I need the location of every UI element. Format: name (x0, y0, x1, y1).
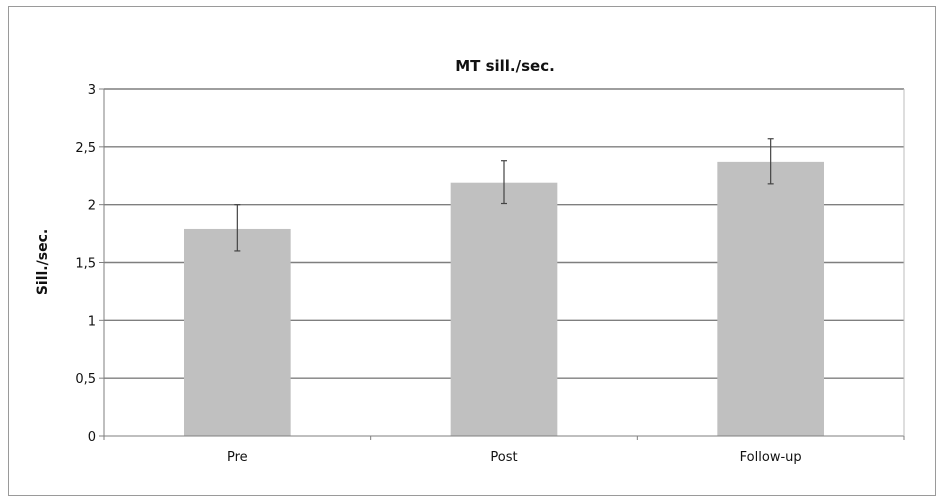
bar (184, 228, 291, 436)
y-axis-label: Sill./sec. (35, 229, 51, 295)
x-tick-label: Pre (227, 450, 248, 465)
x-tick-labels: Pre Post Follow-up (227, 450, 802, 465)
y-tick-label: 3 (88, 83, 96, 98)
y-tick-labels: 0 0,5 1 1,5 2 2,5 3 (75, 83, 96, 445)
bar (717, 161, 824, 436)
chart-title: MT sill./sec. (455, 57, 555, 75)
axes (99, 88, 905, 440)
bars (184, 161, 824, 436)
y-tick-label: 1 (88, 314, 96, 329)
y-tick-label: 0 (88, 430, 96, 445)
x-tick-label: Follow-up (740, 450, 802, 465)
x-tick-label: Post (490, 450, 517, 465)
y-tick-label: 1,5 (75, 257, 96, 272)
y-tick-label: 2 (88, 199, 96, 214)
bar (450, 182, 558, 436)
error-bars (234, 138, 774, 252)
y-tick-label: 0,5 (75, 372, 96, 387)
y-tick-label: 2,5 (75, 141, 96, 156)
